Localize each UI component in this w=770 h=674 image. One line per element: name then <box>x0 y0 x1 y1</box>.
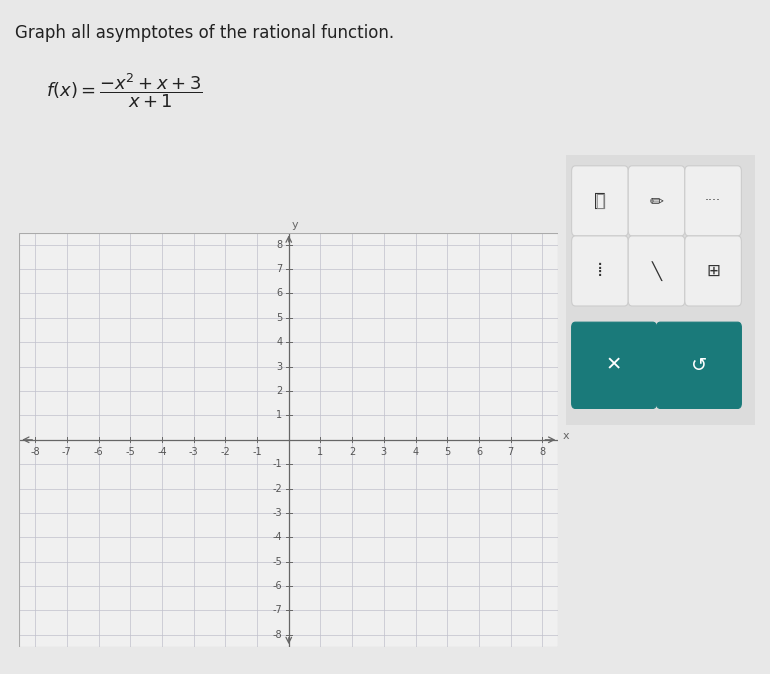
Text: ⊞: ⊞ <box>706 262 720 280</box>
Text: ✏: ✏ <box>650 192 664 210</box>
Text: 3: 3 <box>381 447 387 456</box>
Text: -4: -4 <box>273 532 283 543</box>
Text: -6: -6 <box>273 581 283 591</box>
Text: -8: -8 <box>30 447 40 456</box>
Text: 2: 2 <box>349 447 355 456</box>
Text: -3: -3 <box>273 508 283 518</box>
Text: 5: 5 <box>276 313 283 323</box>
Text: 3: 3 <box>276 362 283 371</box>
Text: -2: -2 <box>220 447 230 456</box>
Text: 4: 4 <box>276 337 283 347</box>
Text: Graph all asymptotes of the rational function.: Graph all asymptotes of the rational fun… <box>15 24 394 42</box>
Text: ⬜: ⬜ <box>595 192 605 210</box>
Text: -2: -2 <box>273 483 283 493</box>
Text: -4: -4 <box>157 447 167 456</box>
Text: x: x <box>563 431 570 441</box>
Text: ⬜: ⬜ <box>594 191 606 210</box>
Text: -5: -5 <box>126 447 135 456</box>
Text: ╲: ╲ <box>651 261 661 281</box>
Text: -8: -8 <box>273 630 283 640</box>
Text: 7: 7 <box>507 447 514 456</box>
Text: -6: -6 <box>94 447 103 456</box>
Text: 7: 7 <box>276 264 283 274</box>
Text: -7: -7 <box>273 605 283 615</box>
Text: 2: 2 <box>276 386 283 396</box>
Text: 8: 8 <box>539 447 545 456</box>
Text: -1: -1 <box>253 447 262 456</box>
Text: ✕: ✕ <box>606 356 622 375</box>
Text: 4: 4 <box>413 447 419 456</box>
Text: 1: 1 <box>276 410 283 421</box>
FancyBboxPatch shape <box>628 166 685 236</box>
FancyBboxPatch shape <box>657 322 742 408</box>
Text: -5: -5 <box>273 557 283 567</box>
Text: y: y <box>292 220 299 230</box>
Text: -1: -1 <box>273 459 283 469</box>
Text: ↺: ↺ <box>691 356 707 375</box>
Text: 8: 8 <box>276 240 283 250</box>
Text: $f(x)=\dfrac{-x^2+x+3}{x+1}$: $f(x)=\dfrac{-x^2+x+3}{x+1}$ <box>46 71 203 109</box>
FancyBboxPatch shape <box>685 236 742 306</box>
Text: 5: 5 <box>444 447 450 456</box>
Text: -3: -3 <box>189 447 199 456</box>
FancyBboxPatch shape <box>685 166 742 236</box>
FancyBboxPatch shape <box>628 236 685 306</box>
Text: 6: 6 <box>276 288 283 299</box>
FancyBboxPatch shape <box>571 322 657 408</box>
Text: -7: -7 <box>62 447 72 456</box>
FancyBboxPatch shape <box>571 236 628 306</box>
Text: ····: ···· <box>705 194 721 208</box>
Text: 6: 6 <box>476 447 482 456</box>
Text: 1: 1 <box>317 447 323 456</box>
Text: ⁞: ⁞ <box>597 262 603 280</box>
FancyBboxPatch shape <box>571 166 628 236</box>
FancyBboxPatch shape <box>562 150 758 430</box>
